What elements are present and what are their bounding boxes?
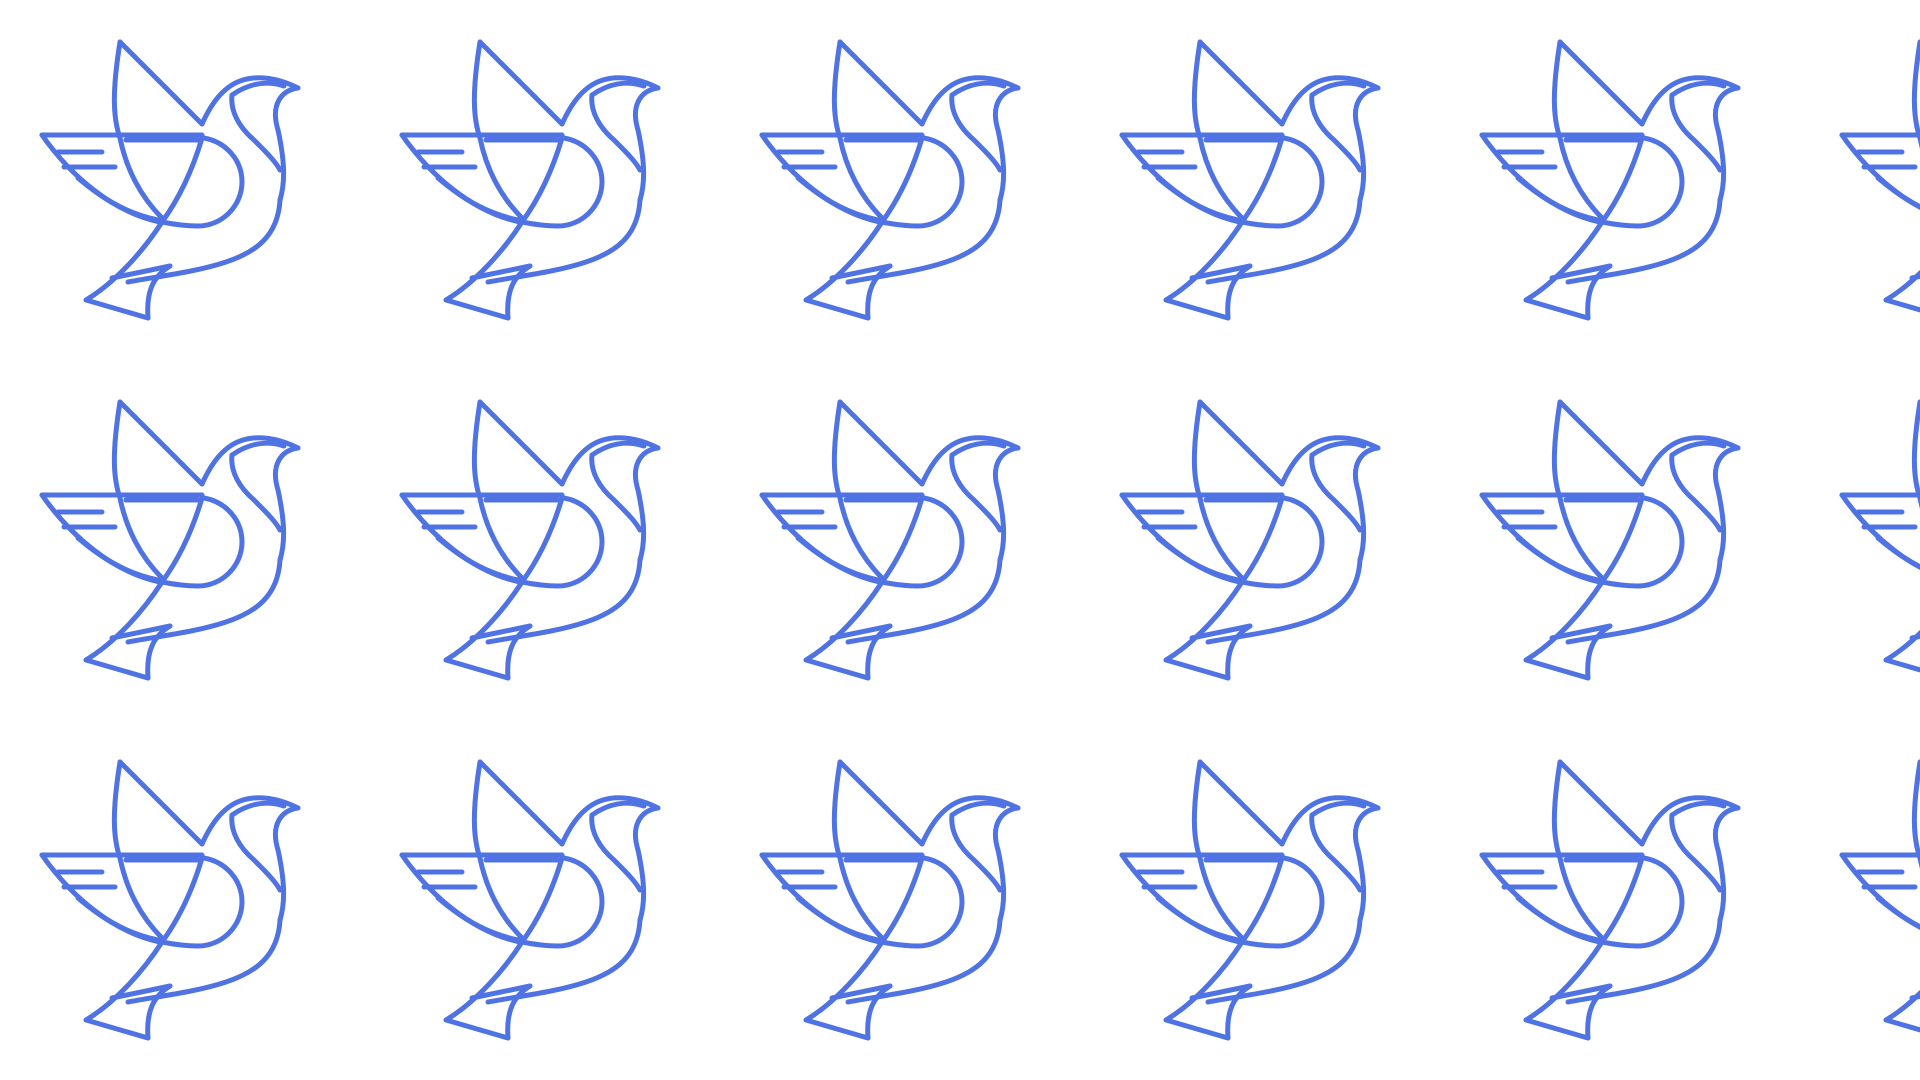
dove-icon (762, 402, 1018, 678)
dove-grid (0, 42, 1920, 1038)
dove-icon (1482, 402, 1738, 678)
dove-icon (42, 42, 298, 318)
dove-icon (1842, 402, 1920, 678)
dove-icon (402, 402, 658, 678)
dove-icon (762, 762, 1018, 1038)
dove-icon (762, 42, 1018, 318)
dove-icon (1122, 42, 1378, 318)
dove-icon (1122, 762, 1378, 1038)
dove-icon (402, 42, 658, 318)
dove-icon (42, 762, 298, 1038)
dove-icon (1482, 762, 1738, 1038)
dove-icon (402, 762, 658, 1038)
dove-icon (42, 402, 298, 678)
dove-icon (1482, 42, 1738, 318)
dove-icon (1842, 762, 1920, 1038)
dove-icon (1842, 42, 1920, 318)
dove-icon (1122, 402, 1378, 678)
